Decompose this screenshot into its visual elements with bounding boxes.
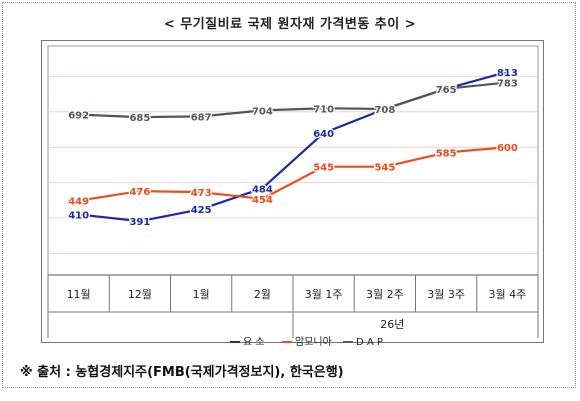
source-note: ※ 출처 : 농협경제지주(FMB(국제가격정보지), 한국은행): [20, 365, 344, 380]
x-tick-label: 3월 1주: [305, 288, 343, 301]
series-line-1: [78, 146, 508, 202]
data-label: 783: [497, 78, 518, 89]
x-tick-label: 3월 4주: [489, 288, 527, 301]
data-label: 710: [313, 104, 334, 115]
data-label: 704: [252, 106, 273, 117]
x-tick-label: 1월: [193, 288, 210, 301]
data-label: 640: [313, 129, 334, 140]
x-tick-label: 11월: [67, 288, 91, 301]
data-label: 484: [252, 184, 273, 195]
data-label: 685: [129, 113, 150, 124]
data-label: 449: [68, 197, 89, 208]
outer-frame: [2, 2, 576, 388]
data-label: 473: [191, 188, 212, 199]
data-label: 545: [374, 163, 395, 174]
data-label: 545: [313, 163, 334, 174]
x-group-label: 26년: [380, 318, 404, 331]
data-label: 391: [129, 217, 150, 228]
data-label: 454: [252, 195, 273, 206]
series-line-2: [78, 81, 508, 119]
legend-label: 요 소: [243, 336, 265, 348]
data-label: 476: [129, 187, 150, 198]
data-label: 692: [68, 111, 89, 122]
data-label: 585: [436, 149, 457, 160]
x-tick-label: 12월: [128, 288, 152, 301]
data-label: 425: [191, 205, 212, 216]
data-label: 708: [374, 105, 395, 116]
legend-label: 암모니아: [295, 336, 332, 348]
x-tick-label: 2월: [254, 288, 271, 301]
x-tick-label: 3월 3주: [427, 288, 465, 301]
data-label: 813: [497, 68, 518, 79]
data-label: 765: [436, 85, 457, 96]
data-label: 765: [436, 85, 457, 96]
data-label: 600: [497, 143, 518, 154]
legend-label: D A P: [356, 337, 383, 348]
chart-title: < 무기질비료 국제 원자재 가격변동 추이 >: [163, 17, 417, 32]
data-label: 687: [191, 112, 212, 123]
data-label: 410: [68, 210, 89, 221]
x-tick-label: 3월 2주: [366, 288, 404, 301]
